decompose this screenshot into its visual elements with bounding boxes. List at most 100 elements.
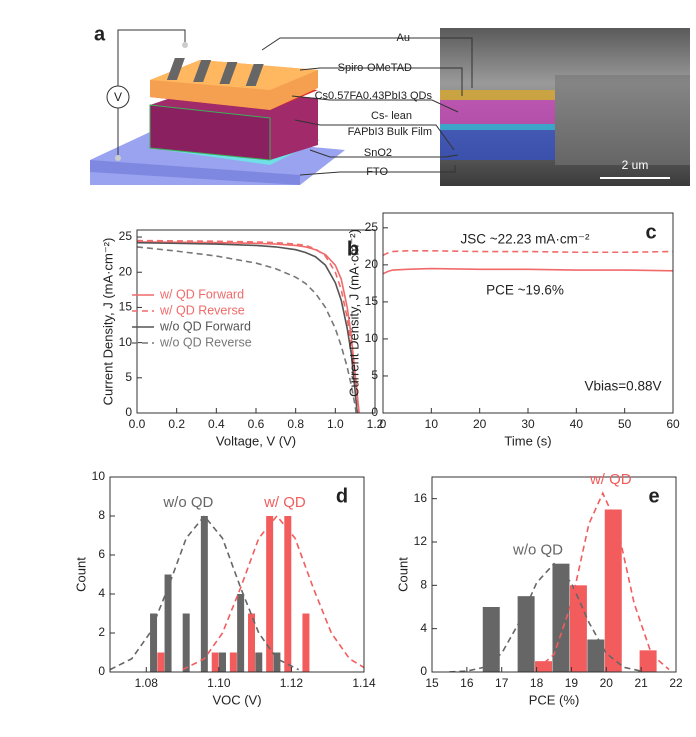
fit-curve <box>536 491 670 671</box>
bar <box>639 650 657 672</box>
y-axis-label: Count <box>73 557 88 592</box>
bar <box>255 652 263 672</box>
data-line <box>383 249 673 256</box>
y-tick-label: 0 <box>125 405 132 419</box>
bar <box>182 613 190 672</box>
x-tick-label: 60 <box>666 417 680 431</box>
x-tick-label: 22 <box>669 676 683 690</box>
x-axis-label: VOC (V) <box>212 692 261 707</box>
bar <box>535 661 553 672</box>
bar <box>157 652 165 672</box>
data-line <box>137 241 360 413</box>
axes-frame <box>431 476 677 673</box>
y-tick-label: 10 <box>365 331 379 345</box>
y-tick-label: 12 <box>414 534 428 548</box>
layer-label: FAPbI3 Bulk Film <box>348 126 432 138</box>
y-axis-label: Current Density, J (mA·cm⁻²) <box>100 238 115 406</box>
annotation: JSC ~22.23 mA·cm⁻² <box>460 232 590 247</box>
y-tick-label: 15 <box>365 294 379 308</box>
x-tick-label: 16 <box>460 676 474 690</box>
y-axis-label: Count <box>395 557 410 592</box>
panel-label: c <box>645 221 656 243</box>
y-tick-label: 5 <box>371 368 378 382</box>
y-tick-label: 20 <box>119 264 133 278</box>
data-line <box>137 241 358 413</box>
bar <box>164 574 172 672</box>
annotation: PCE ~19.6% <box>486 283 564 298</box>
x-tick-label: 19 <box>565 676 579 690</box>
plot-area <box>110 514 364 672</box>
bar <box>200 516 208 672</box>
series-label: w/ QD <box>263 494 306 511</box>
y-axis-label: Current Density, J (mA·cm⁻²) <box>346 229 361 397</box>
y-tick-label: 15 <box>119 300 133 314</box>
annotation: Vbias=0.88V <box>585 379 662 394</box>
data-line <box>137 239 360 413</box>
y-tick-label: 0 <box>420 664 427 678</box>
layer-label: FTO <box>366 166 388 178</box>
x-tick-label: 10 <box>425 417 439 431</box>
x-axis-label: PCE (%) <box>529 692 580 707</box>
device-schematic: V a <box>90 23 345 185</box>
layer-label: SnO2 <box>364 147 392 159</box>
layer-label: Cs- lean <box>371 110 412 122</box>
x-tick-label: 1.08 <box>135 676 159 690</box>
x-tick-label: 0.8 <box>287 417 304 431</box>
x-tick-label: 1.14 <box>352 676 376 690</box>
plot-area <box>383 249 673 275</box>
y-tick-label: 8 <box>98 508 105 522</box>
y-tick-label: 2 <box>98 625 105 639</box>
x-tick-label: 17 <box>495 676 509 690</box>
layer-label: Spiro-OMeTAD <box>338 62 412 74</box>
bar <box>587 639 605 672</box>
bar <box>284 516 292 672</box>
layer-label: Au <box>397 32 410 44</box>
y-tick-label: 10 <box>119 335 133 349</box>
y-tick-label: 0 <box>98 664 105 678</box>
y-tick-label: 25 <box>119 229 133 243</box>
x-tick-label: 0.4 <box>208 417 225 431</box>
fit-curve <box>449 562 642 672</box>
panel-label: d <box>336 485 348 507</box>
bar <box>302 613 310 672</box>
plot-area <box>137 239 360 413</box>
bar <box>482 607 500 672</box>
x-tick-label: 15 <box>425 676 439 690</box>
data-line <box>383 267 673 275</box>
x-tick-label: 0.0 <box>129 417 146 431</box>
y-tick-label: 20 <box>365 257 379 271</box>
x-tick-label: 0 <box>380 417 387 431</box>
bar <box>273 652 281 672</box>
layer-callouts <box>261 37 473 176</box>
x-tick-label: 40 <box>570 417 584 431</box>
scale-bar-label: 2 um <box>622 158 649 172</box>
series-label: w/o QD <box>162 494 213 511</box>
bar <box>248 613 256 672</box>
y-tick-label: 5 <box>125 370 132 384</box>
legend-label: w/o QD Forward <box>159 319 251 333</box>
x-tick-label: 1.12 <box>280 676 304 690</box>
panel-label: a <box>94 23 106 45</box>
x-tick-label: 20 <box>473 417 487 431</box>
x-tick-label: 1.2 <box>367 417 384 431</box>
layer-label: Cs0.57FA0.43PbI3 QDs <box>315 90 433 102</box>
y-tick-label: 4 <box>420 621 427 635</box>
panel-label: e <box>648 485 659 507</box>
legend-label: w/ QD Forward <box>159 287 244 301</box>
series-label: w/ QD <box>589 471 632 488</box>
legend-label: w/ QD Reverse <box>159 303 245 317</box>
series-label: w/o QD <box>512 542 563 559</box>
legend-label: w/o QD Reverse <box>159 335 252 349</box>
x-tick-label: 21 <box>634 676 648 690</box>
bar <box>604 509 622 672</box>
x-tick-label: 30 <box>521 417 535 431</box>
x-tick-label: 1.10 <box>207 676 231 690</box>
x-axis-label: Voltage, V (V) <box>216 433 296 448</box>
data-line <box>137 246 357 413</box>
axes-frame <box>109 476 365 673</box>
y-tick-label: 16 <box>414 491 428 505</box>
y-tick-label: 6 <box>98 547 105 561</box>
x-tick-label: 18 <box>530 676 544 690</box>
fit-curve <box>182 514 364 671</box>
bar <box>517 596 535 672</box>
